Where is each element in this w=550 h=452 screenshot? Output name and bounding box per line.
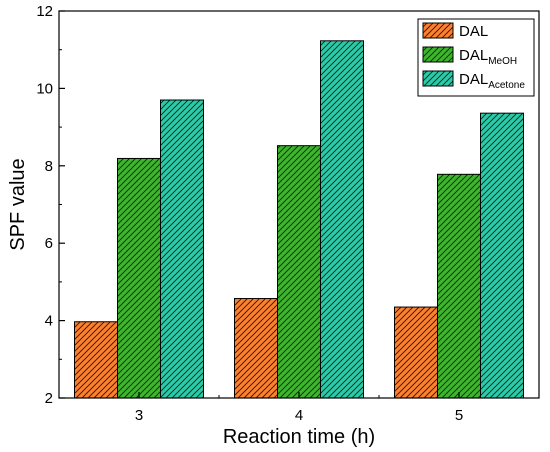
legend: DAL DALMeOH DALAcetone <box>417 18 535 97</box>
y-axis-title: SPF value <box>7 158 29 250</box>
legend-swatch-3 <box>422 70 454 87</box>
bar-1-cat-3 <box>74 321 118 399</box>
legend-swatch-1 <box>422 22 454 39</box>
bar-3-cat-3 <box>160 99 204 399</box>
bar-1-cat-4 <box>234 298 278 399</box>
bars-group <box>74 40 524 399</box>
x-axis: 3 4 5 <box>135 392 463 424</box>
bar-3-cat-4 <box>320 40 364 399</box>
bar-2-cat-5 <box>437 173 481 399</box>
bar-2-cat-4 <box>277 145 321 399</box>
legend-label-1: DAL <box>459 23 488 40</box>
y-axis: 2 4 6 8 10 12 <box>36 3 65 407</box>
bar-3-cat-5 <box>480 112 524 399</box>
bar-1-cat-5 <box>394 306 438 399</box>
y-tick-label: 8 <box>45 158 53 175</box>
legend-label-2: DALMeOH <box>459 47 517 67</box>
bar-2-cat-3 <box>117 157 161 399</box>
legend-swatch-2 <box>422 46 454 63</box>
x-axis-title: Reaction time (h) <box>223 426 375 448</box>
y-tick-label: 12 <box>36 3 53 20</box>
legend-label-3: DALAcetone <box>459 71 525 91</box>
y-tick-label: 2 <box>45 390 53 407</box>
x-tick-label: 3 <box>135 407 143 424</box>
y-tick-label: 10 <box>36 80 53 97</box>
x-tick-label: 5 <box>455 407 463 424</box>
y-tick-label: 4 <box>45 313 53 330</box>
y-tick-label: 6 <box>45 235 53 252</box>
x-tick-label: 4 <box>295 407 303 424</box>
